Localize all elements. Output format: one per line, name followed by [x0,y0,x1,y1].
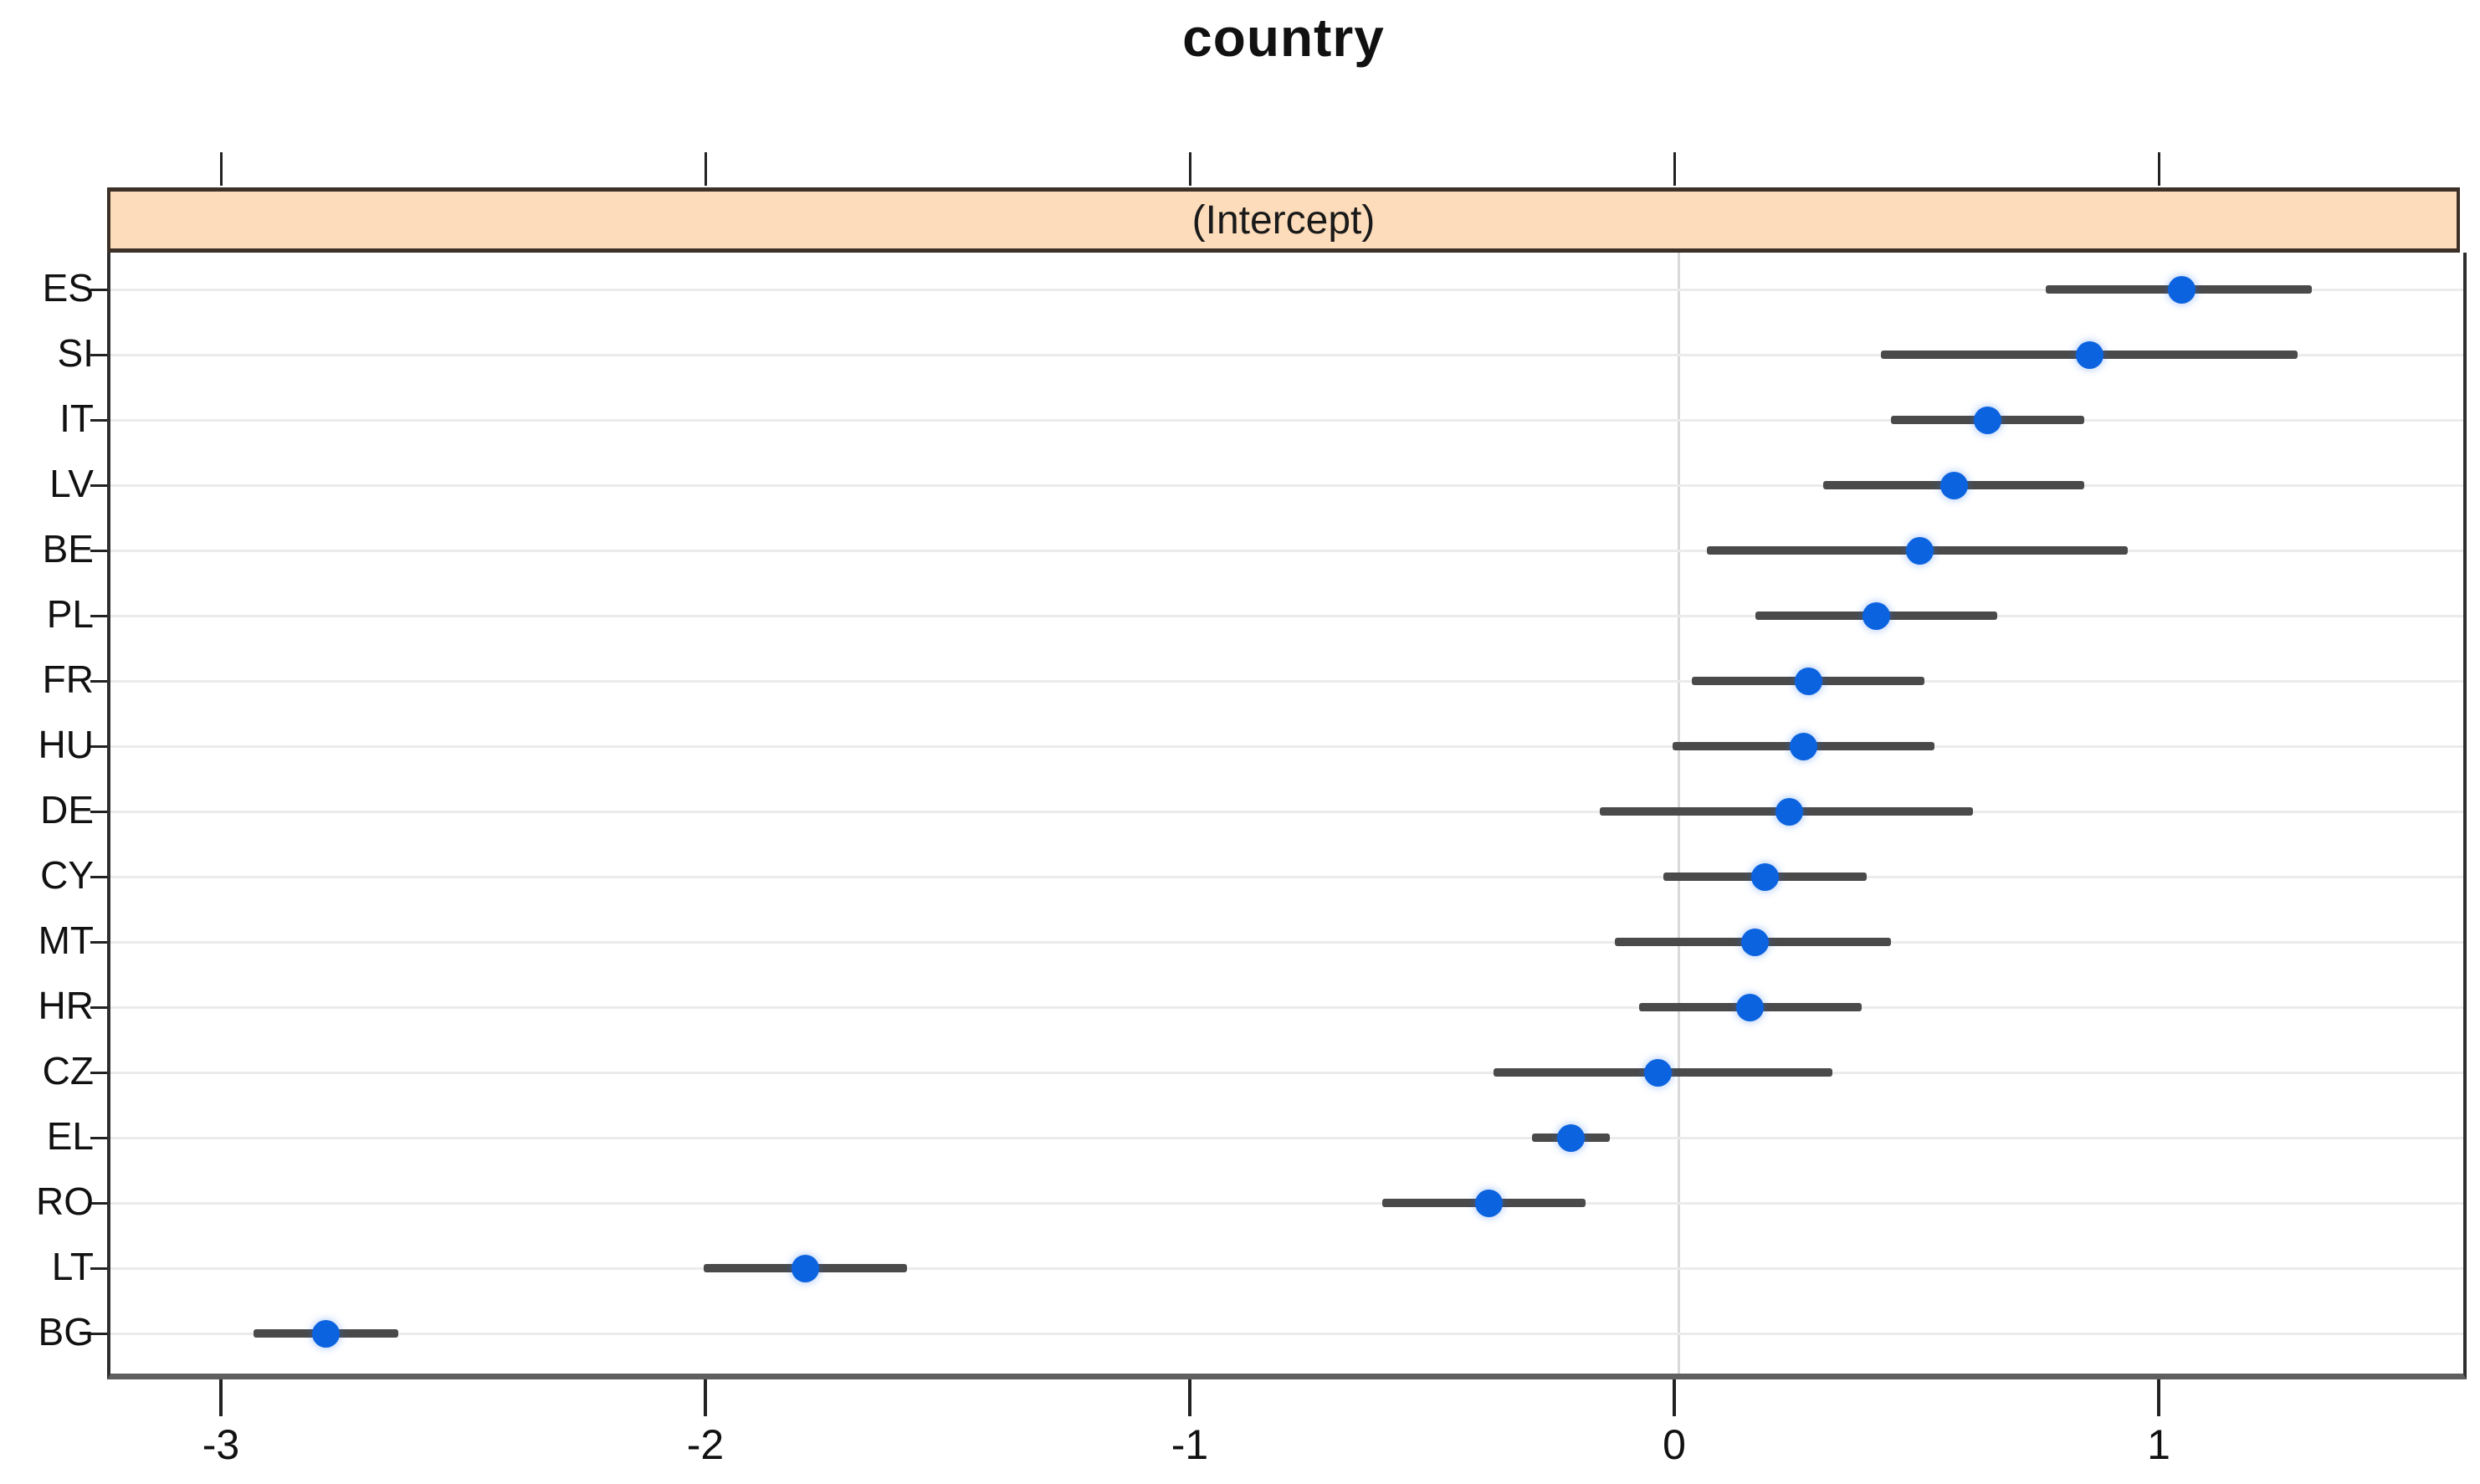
estimate-dot [1939,471,1968,499]
top-axis-tick [1188,152,1191,186]
category-label-el: EL [46,1114,94,1158]
panel-strip: (Intercept) [107,187,2460,253]
x-axis-label: -3 [202,1421,240,1468]
estimate-dot [1644,1058,1673,1087]
left-axis-tick [90,1267,107,1270]
category-label-hr: HR [38,984,94,1027]
estimate-dot [312,1319,341,1348]
row-gridline [110,876,2463,878]
category-label-bg: BG [38,1310,94,1354]
bottom-axis-tick [2157,1379,2160,1416]
category-label-cy: CY [40,853,94,897]
category-label-si: SI [57,331,94,375]
estimate-dot [2167,275,2196,304]
left-axis-tick [90,354,107,356]
estimate-dot [1794,667,1822,695]
category-label-pl: PL [46,592,94,636]
estimate-dot [1741,928,1770,956]
plot-area [107,253,2467,1379]
left-axis-tick [90,1202,107,1205]
row-gridline [110,1137,2463,1139]
bottom-axis-tick [704,1379,707,1416]
category-label-ro: RO [36,1180,94,1223]
estimate-dot [1474,1189,1503,1217]
left-axis-tick [90,876,107,878]
row-gridline [110,1333,2463,1335]
left-axis-tick [90,745,107,748]
left-axis-tick [90,1006,107,1009]
estimate-dot [792,1254,820,1282]
row-gridline [110,811,2463,813]
estimate-dot [1750,862,1779,891]
top-axis-tick [2157,152,2160,186]
estimate-dot [2075,340,2103,369]
chart-title: country [1182,8,1385,68]
category-label-lt: LT [51,1245,94,1288]
category-label-hu: HU [38,723,94,766]
row-gridline [110,550,2463,552]
left-axis-tick [90,615,107,617]
row-gridline [110,1006,2463,1009]
left-axis-tick [90,550,107,552]
row-gridline [110,354,2463,356]
category-label-lv: LV [49,462,94,505]
estimate-dot [1974,406,2002,434]
row-gridline [110,615,2463,617]
row-gridline [110,680,2463,683]
row-gridline [110,941,2463,944]
bottom-axis-tick [1673,1379,1676,1416]
bottom-axis-tick [219,1379,223,1416]
left-axis-tick [90,680,107,683]
x-axis-label: -1 [1171,1421,1209,1468]
estimate-dot [1736,993,1765,1021]
estimate-dot [1775,797,1803,826]
top-axis-tick [1673,152,1676,186]
category-label-cz: CZ [42,1049,94,1093]
left-axis-tick [90,1072,107,1074]
estimate-dot [1790,732,1818,760]
row-gridline [110,1072,2463,1074]
category-label-de: DE [40,788,94,832]
left-axis-tick [90,1333,107,1335]
left-axis-tick [90,484,107,487]
x-axis-label: -2 [686,1421,725,1468]
row-gridline [110,1202,2463,1205]
left-axis-tick [90,811,107,813]
category-label-it: IT [59,397,94,440]
top-axis-tick [219,152,223,186]
x-axis-label: 0 [1663,1421,1686,1468]
left-axis-tick [90,419,107,422]
x-axis-label: 1 [2147,1421,2170,1468]
bottom-axis-tick [1188,1379,1191,1416]
left-axis-tick [90,941,107,944]
panel-strip-label: (Intercept) [1191,197,1376,243]
estimate-dot [1862,601,1890,630]
left-axis-tick [90,289,107,291]
row-gridline [110,419,2463,422]
row-gridline [110,745,2463,748]
row-gridline [110,1267,2463,1270]
category-label-mt: MT [38,919,94,962]
left-axis-tick [90,1137,107,1139]
row-gridline [110,484,2463,487]
estimate-dot [1557,1123,1586,1152]
row-gridline [110,289,2463,291]
estimate-dot [1906,536,1934,565]
category-label-fr: FR [42,658,94,701]
top-axis-tick [704,152,707,186]
category-label-be: BE [42,527,94,571]
category-label-es: ES [42,266,94,310]
